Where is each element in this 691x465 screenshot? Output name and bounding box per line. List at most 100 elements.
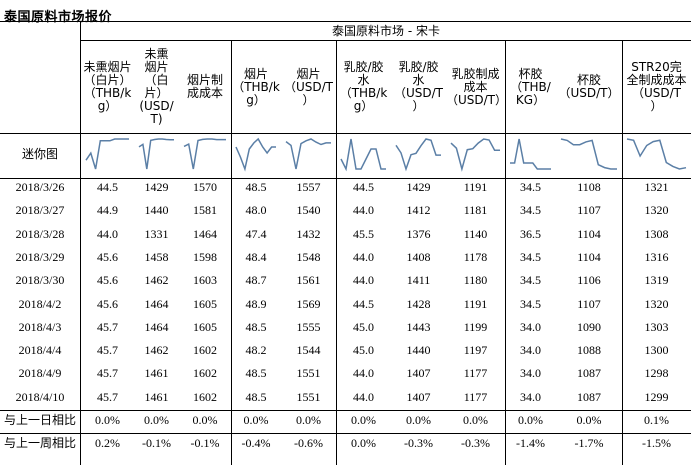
- table-cell: 1551: [296, 389, 321, 404]
- table-cell: 1540: [296, 203, 321, 218]
- column-header: 乳胶制成 成本 （USD/T）: [446, 66, 508, 107]
- table-cell: 1598: [193, 249, 217, 264]
- table-cell: 45.5: [353, 226, 374, 241]
- comparison-cell: 0.0%: [192, 413, 218, 427]
- table-cell: 1177: [463, 366, 488, 381]
- table-cell: 1428: [406, 296, 431, 311]
- comparison-cell: 0.0%: [296, 413, 321, 427]
- sparkline-path: [235, 137, 276, 172]
- table-cell: 45.6: [97, 296, 118, 311]
- table-cell: 1199: [463, 319, 488, 334]
- table-cell: 1458: [144, 249, 169, 264]
- comparison-cell: -0.3%: [461, 436, 490, 450]
- table-cell: 45.7: [97, 343, 118, 358]
- table-cell: 1570: [193, 180, 217, 194]
- table-cell: 44.0: [353, 273, 374, 288]
- row-date: 2018/3/28: [15, 226, 65, 241]
- column-header: 烟片 （USD/T）: [283, 66, 333, 107]
- table-cell: 34.5: [520, 249, 541, 264]
- divider: [505, 40, 506, 465]
- table-cell: 1320: [644, 203, 669, 218]
- table-cell: 44.0: [353, 366, 374, 381]
- table-cell: 44.5: [353, 180, 374, 194]
- table-cell: 45.7: [97, 389, 118, 404]
- row-date: 2018/3/30: [15, 273, 65, 288]
- column-header: 未熏烟片 （白片） （THB/k g）: [83, 60, 132, 113]
- comparison-cell: 0.0%: [463, 413, 488, 427]
- table-cell: 1087: [577, 366, 601, 381]
- divider: [0, 433, 691, 434]
- table-cell: 48.4: [245, 249, 267, 264]
- divider: [80, 21, 81, 465]
- table-cell: 48.5: [245, 366, 267, 381]
- sparkline-path: [395, 138, 441, 172]
- table-cell: 45.6: [97, 273, 118, 288]
- row-date: 2018/4/2: [18, 296, 62, 311]
- sparkline-path: [183, 138, 226, 170]
- table-cell: 1108: [577, 180, 601, 194]
- table-cell: 1464: [144, 296, 169, 311]
- divider: [0, 133, 691, 134]
- table-cell: 1605: [193, 319, 217, 334]
- column-header: 未熏 烟片 （白 片） (USD/T): [139, 47, 174, 126]
- divider: [231, 40, 232, 465]
- table-cell: 1316: [644, 249, 669, 264]
- comparison-cell: -0.3%: [404, 436, 433, 450]
- table-cell: 45.7: [97, 366, 118, 381]
- divider: [336, 40, 337, 465]
- table-cell: 34.5: [520, 296, 541, 311]
- table-cell: 1191: [463, 296, 488, 311]
- table-cell: 34.5: [520, 203, 541, 218]
- sparkline-path: [450, 138, 500, 172]
- table-cell: 1443: [406, 319, 431, 334]
- row-date: 2018/3/27: [15, 203, 65, 218]
- table-cell: 45.6: [97, 249, 118, 264]
- row-date: 2018/4/3: [18, 319, 62, 334]
- table-cell: 1104: [577, 226, 601, 241]
- table-cell: 34.0: [520, 319, 541, 334]
- table-cell: 1319: [644, 273, 669, 288]
- table-cell: 34.0: [520, 366, 541, 381]
- divider: [0, 410, 691, 411]
- table-cell: 1602: [193, 343, 217, 358]
- table-cell: 1191: [463, 180, 488, 194]
- table-cell: 48.9: [245, 296, 267, 311]
- column-header: STR20完 全制成成本 （USD/T）: [626, 60, 687, 113]
- table-cell: 48.5: [245, 319, 267, 334]
- table-cell: 48.7: [245, 273, 267, 288]
- sparkline: [395, 138, 441, 172]
- table-cell: 44.5: [353, 296, 374, 311]
- comparison-cell: -1.4%: [516, 436, 545, 450]
- table-cell: 34.0: [520, 343, 541, 358]
- comparison-cell: -0.1%: [142, 436, 171, 450]
- row-date: 2018/4/9: [18, 366, 62, 381]
- table-cell: 1104: [577, 249, 601, 264]
- table-cell: 1178: [463, 249, 488, 264]
- sparkline: [510, 138, 551, 170]
- comparison-cell: 0.0%: [518, 413, 543, 427]
- sparkline-path: [138, 138, 174, 170]
- comparison-cell: -0.4%: [241, 436, 271, 450]
- comparison-cell: 0.2%: [95, 436, 120, 450]
- table-cell: 36.5: [520, 226, 541, 241]
- sparkline: [235, 137, 276, 172]
- divider: [622, 40, 623, 465]
- table-cell: 1432: [296, 226, 321, 241]
- table-cell: 1569: [296, 296, 321, 311]
- table-cell: 1140: [463, 226, 488, 241]
- table-cell: 1197: [463, 343, 488, 358]
- divider: [0, 178, 691, 179]
- table-cell: 45.7: [97, 319, 118, 334]
- table-cell: 1181: [463, 203, 488, 218]
- table-cell: 1464: [144, 319, 169, 334]
- table-cell: 1088: [577, 343, 601, 358]
- comparison-cell: -0.1%: [190, 436, 220, 450]
- sparkline-path: [85, 138, 129, 170]
- table-cell: 1429: [144, 180, 169, 194]
- table-cell: 1603: [193, 273, 217, 288]
- comparison-cell: -1.7%: [574, 436, 604, 450]
- column-header: 乳胶/胶水（THB/k g）: [339, 60, 388, 113]
- comparison-cell: 0.0%: [576, 413, 602, 427]
- table-cell: 1557: [296, 180, 321, 194]
- table-cell: 1440: [406, 343, 431, 358]
